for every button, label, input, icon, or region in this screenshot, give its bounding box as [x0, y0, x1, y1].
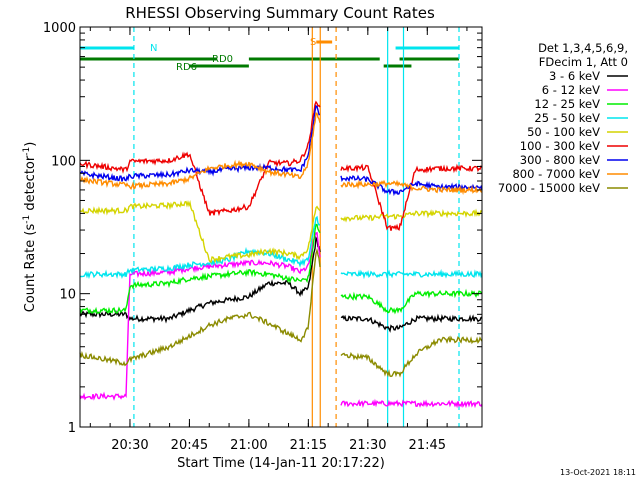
series-line-25-50-kev — [79, 215, 483, 280]
series-line-800-7000-kev — [79, 112, 483, 196]
legend-entry-label: 7000 - 15000 keV — [498, 181, 600, 195]
x-axis-label: Start Time (14-Jan-11 20:17:22) — [177, 456, 385, 471]
y-tick-label: 100 — [51, 154, 76, 169]
flag-bars: N S RD0 RD6 — [80, 37, 460, 73]
flag-label-n: N — [150, 43, 157, 54]
x-tick-label: 21:45 — [409, 438, 446, 453]
x-tick-label: 21:30 — [349, 438, 386, 453]
series-line-3-6-kev — [79, 235, 483, 333]
legend-entry-label: 50 - 100 keV — [527, 125, 600, 139]
series-line-50-100-kev — [79, 199, 483, 264]
footer-date: 13-Oct-2021 18:11 — [560, 468, 636, 477]
legend: Det 1,3,4,5,6,9, FDecim 1, Att 0 3 - 6 k… — [498, 41, 628, 195]
legend-header-line-2: FDecim 1, Att 0 — [539, 55, 628, 69]
x-tick-label: 21:15 — [290, 438, 327, 453]
series-line-12-25-kev — [79, 223, 483, 315]
axes: 20:30 20:45 21:00 21:15 21:30 21:45 1 10 100 1000 — [43, 21, 482, 453]
series-line-7000-15000-kev — [79, 247, 483, 378]
y-tick-label: 1 — [68, 421, 76, 436]
flag-label-s: S — [310, 37, 316, 48]
series-line-6-12-kev — [79, 231, 483, 409]
legend-header-line-1: Det 1,3,4,5,6,9, — [538, 41, 628, 55]
series-lines — [79, 100, 483, 409]
legend-entry-label: 25 - 50 keV — [534, 111, 600, 125]
y-tick-label: 1000 — [43, 21, 76, 36]
legend-entry-label: 12 - 25 keV — [534, 97, 600, 111]
legend-entry-label: 100 - 300 keV — [520, 139, 600, 153]
x-tick-label: 20:30 — [111, 438, 148, 453]
plot-frame — [79, 26, 483, 428]
legend-entry-label: 800 - 7000 keV — [512, 167, 600, 181]
legend-entry-label: 6 - 12 keV — [542, 83, 600, 97]
flag-label-rd6: RD6 — [176, 62, 197, 73]
legend-entry-label: 300 - 800 keV — [520, 153, 600, 167]
y-tick-label: 10 — [59, 288, 76, 303]
flag-label-rd0: RD0 — [212, 54, 233, 65]
chart-title: RHESSI Observing Summary Count Rates — [125, 4, 435, 22]
x-tick-label: 21:00 — [230, 438, 267, 453]
x-tick-label: 20:45 — [171, 438, 208, 453]
legend-entry-label: 3 - 6 keV — [549, 69, 600, 83]
y-axis-label: Count Rate (s-1 detector-1) — [22, 142, 38, 313]
